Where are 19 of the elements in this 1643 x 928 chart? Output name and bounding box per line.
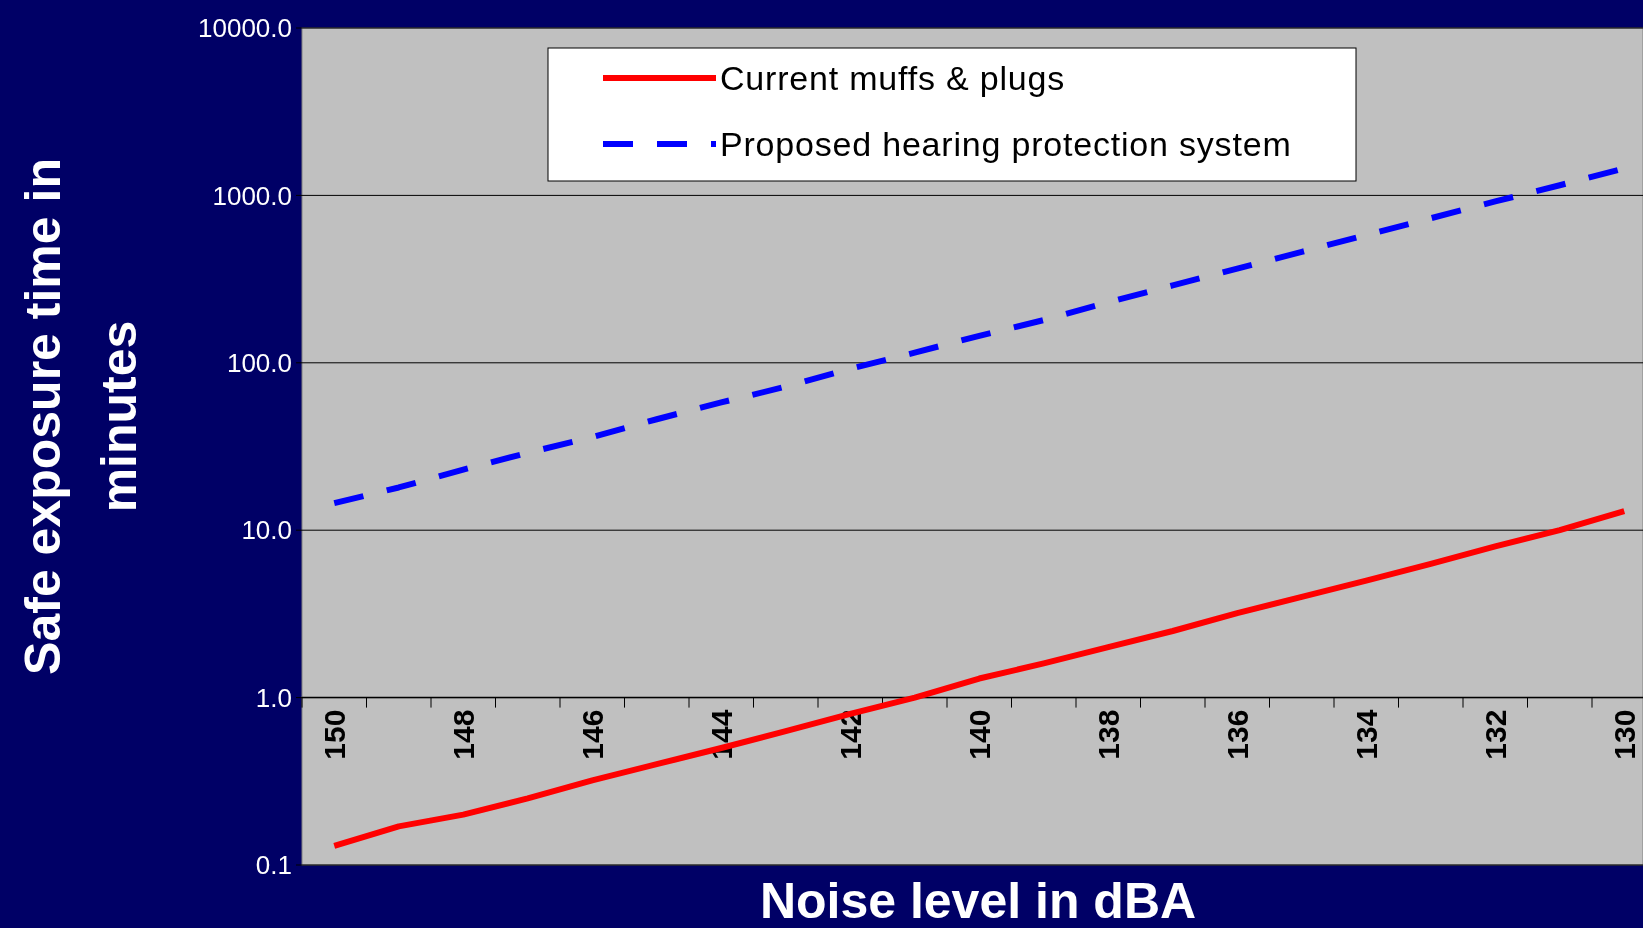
x-tick-label: 148 [446,709,480,760]
y-tick-label: 0.1 [255,850,292,881]
x-axis-title: Noise level in dBA [759,873,1197,928]
x-tick-label: 140 [962,709,996,760]
x-tick-label: 138 [1091,709,1125,760]
y-tick-label: 10.0 [241,515,292,546]
x-tick-label: 132 [1478,709,1512,760]
x-tick-label: 146 [575,709,609,760]
legend-label: Proposed hearing protection system [720,124,1292,163]
y-axis-title: Safe exposure time in minutes [15,158,147,675]
legend-label: Current muffs & plugs [720,58,1065,97]
x-tick-label: 134 [1349,709,1383,760]
y-tick-label: 1000.0 [212,180,292,211]
y-tick-label: 1.0 [255,682,292,713]
x-tick-label: 150 [317,709,351,760]
y-tick-label: 10000.0 [198,13,292,44]
x-tick-label: 136 [1220,709,1254,760]
y-tick-label: 100.0 [226,347,292,378]
x-tick-label: 130 [1607,709,1641,760]
